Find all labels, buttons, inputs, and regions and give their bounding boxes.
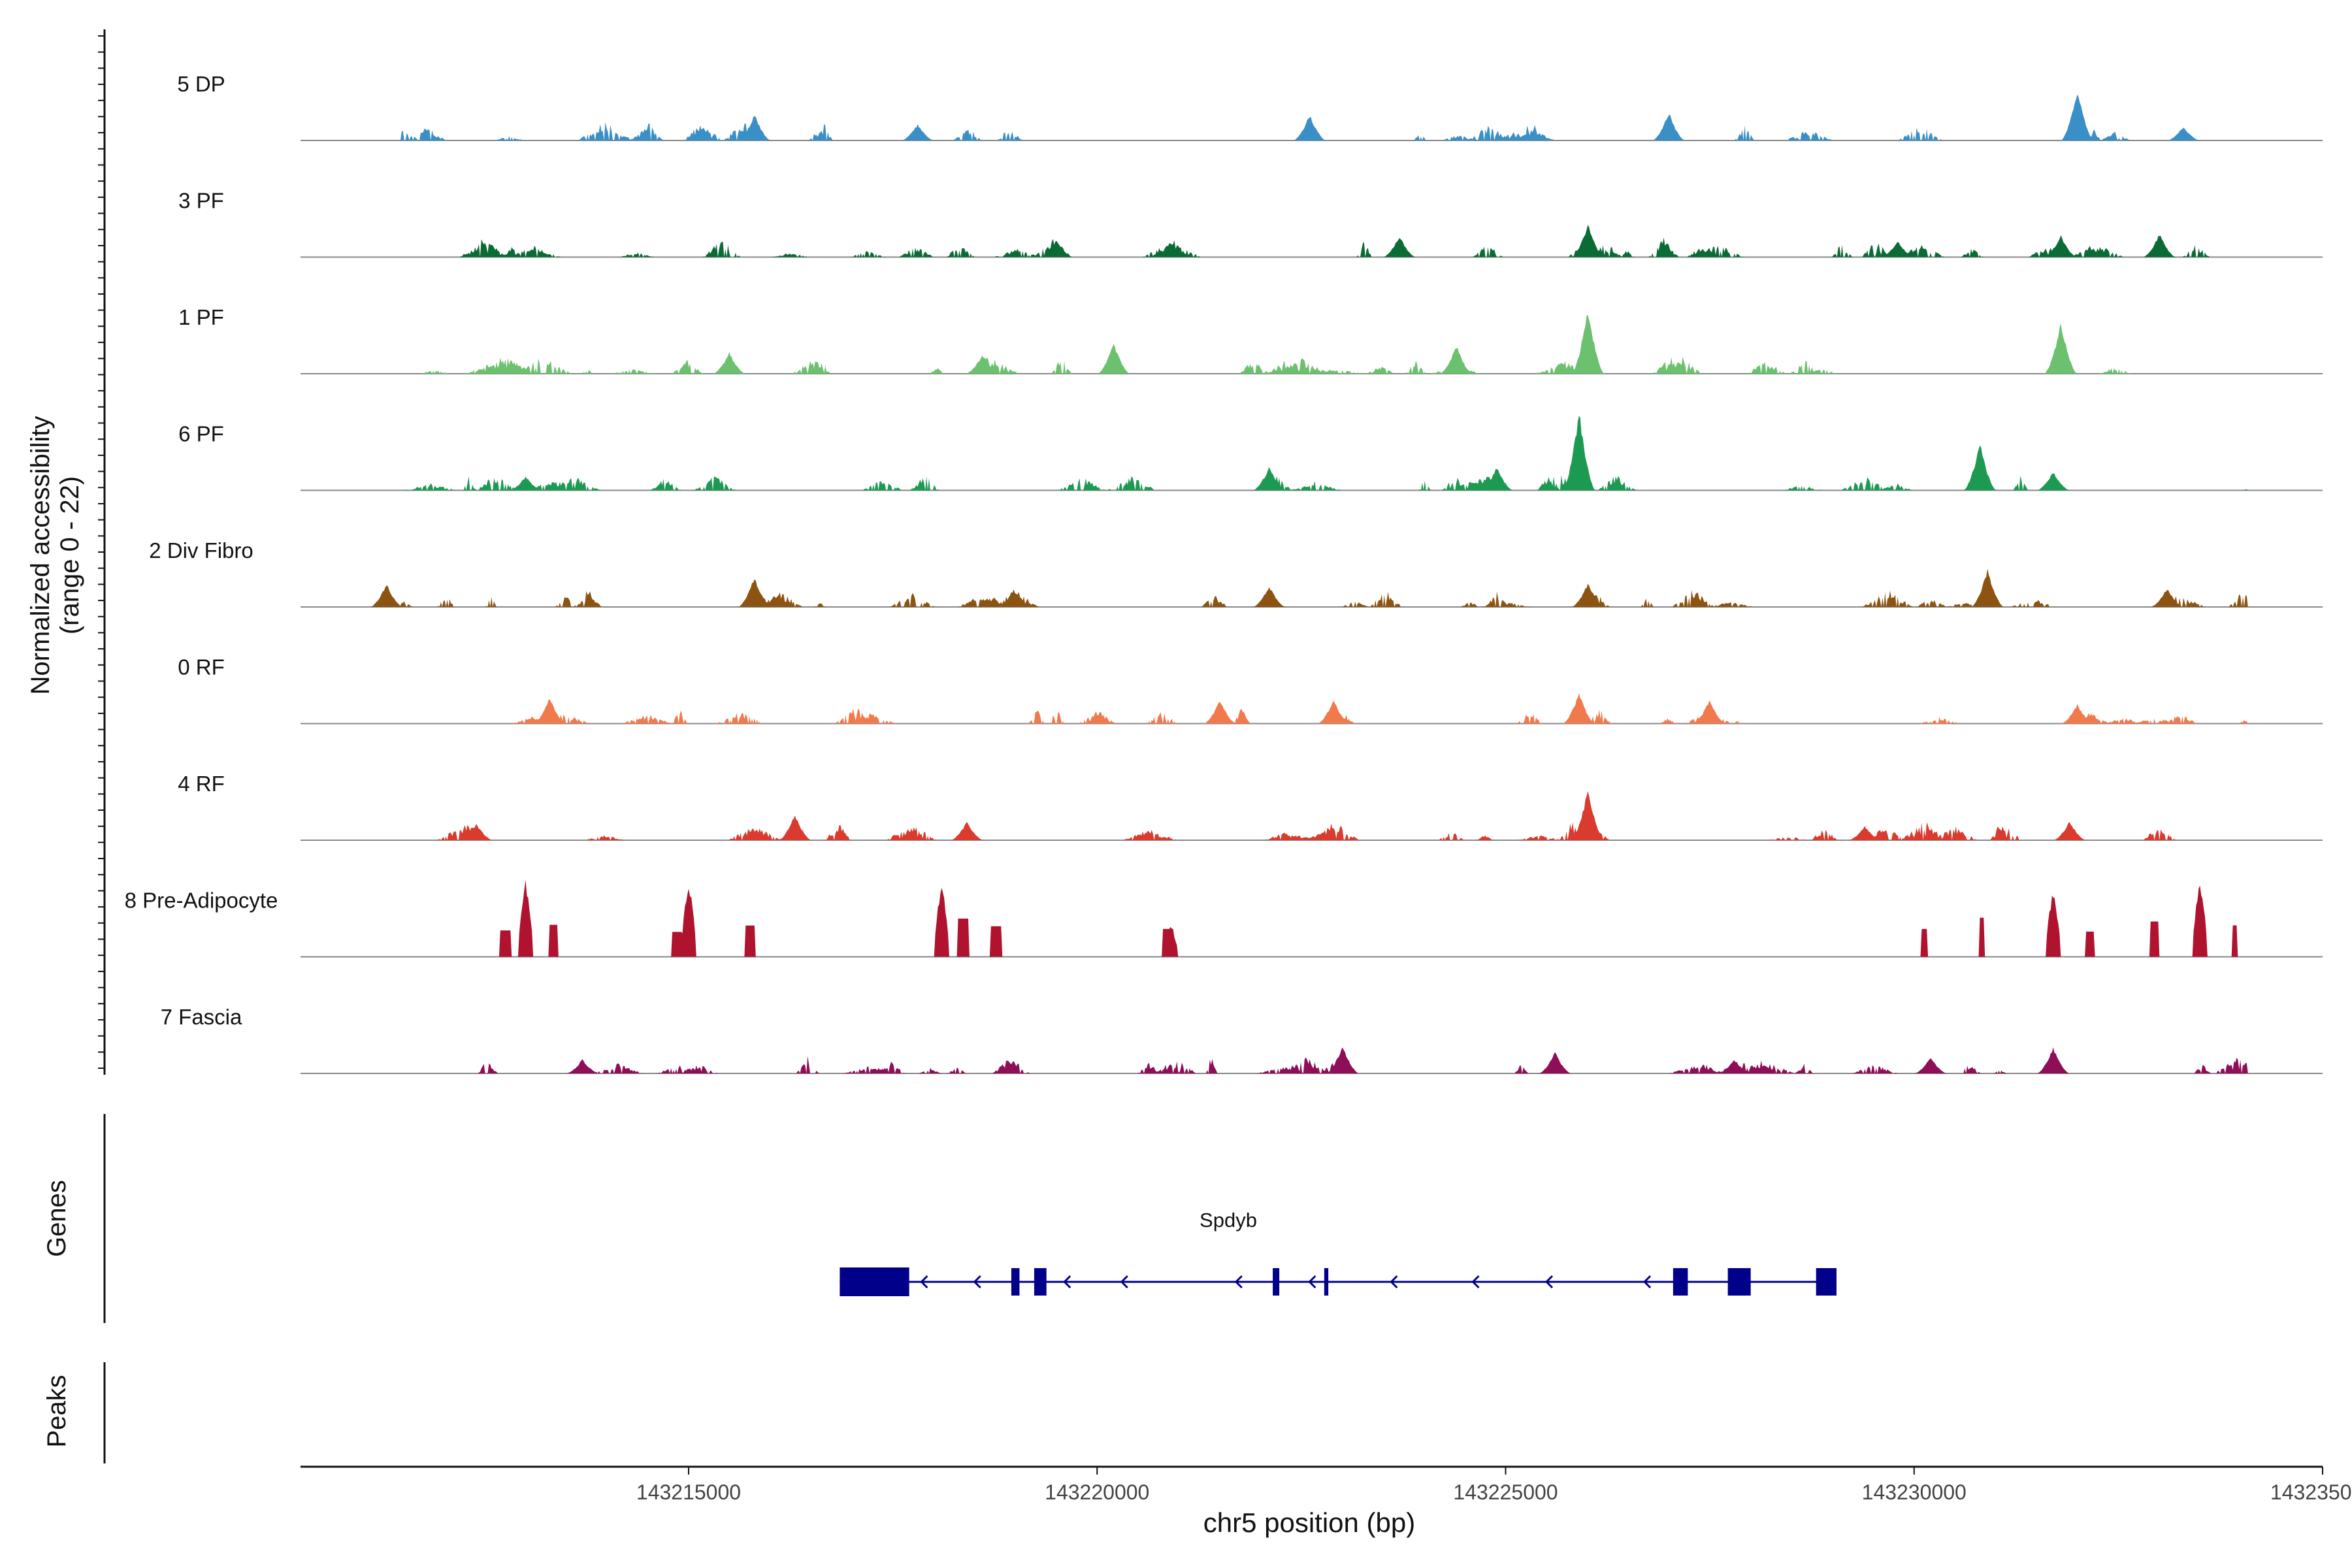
strand-arrow [1642,1275,1652,1289]
gene-model: Spdyb [840,1209,1837,1296]
track-label: 6 PF [178,422,224,446]
strand-arrow [1120,1275,1128,1289]
coverage-tracks: 5 DP 3 PF 1 PF 6 PF 2 Div Fibro 0 RF 4 RF 8 Pre… [125,72,2323,1074]
x-tick-label: 143235000 [2270,1480,2352,1504]
track-label: 1 PF [178,305,224,329]
coverage-area [301,693,2323,724]
gene-exon [1816,1268,1837,1296]
track-8-pre-adipocyte: 8 Pre-Adipocyte [125,879,2323,958]
gene-label: Spdyb [1200,1209,1257,1232]
track-5-dp: 5 DP [177,72,2323,141]
track-label: 5 DP [177,72,225,96]
coverage-area [301,1047,2323,1073]
coverage-area [301,314,2323,374]
coverage-area [301,94,2323,140]
gene-exon [1273,1268,1280,1296]
track-label: 3 PF [178,189,224,213]
strand-arrow [1544,1275,1554,1289]
track-6-pf: 6 PF [178,416,2323,491]
coverage-area [301,791,2323,840]
track-3-pf: 3 PF [178,189,2323,258]
gene-exon [1011,1268,1020,1296]
coverage-area [301,879,2323,957]
strand-arrow [1234,1275,1243,1289]
gene-exon [1324,1268,1329,1296]
track-label: 4 RF [178,772,225,796]
x-tick-label: 143215000 [636,1480,741,1504]
gene-exon [840,1267,909,1296]
strand-arrow [1390,1275,1398,1289]
coverage-area [301,225,2323,257]
coverage-area [301,416,2323,491]
track-label: 2 Div Fibro [149,538,253,563]
strand-arrow [920,1275,928,1289]
y-axis-range-label: (range 0 - 22) [56,476,84,634]
axes: 143215000 143220000 143225000 143230000 1432… [98,29,2352,1504]
track-1-pf: 1 PF [178,305,2323,374]
coverage-area [301,568,2323,607]
track-label: 8 Pre-Adipocyte [125,889,278,913]
track-label: 0 RF [178,655,225,679]
track-0-rf: 0 RF [178,655,2323,725]
track-label: 7 Fascia [161,1005,242,1029]
strand-arrow [1308,1275,1316,1289]
genes-panel-label: Genes [42,1180,71,1257]
x-tick-label: 143225000 [1453,1480,1558,1504]
strand-arrow [1471,1275,1480,1289]
gene-exon [1034,1268,1047,1296]
strand-arrow [973,1275,981,1289]
x-tick-label: 143230000 [1862,1480,1967,1504]
y-axis-label: Normalized accessibility [26,416,55,695]
track-2-div-fibro: 2 Div Fibro [149,538,2323,608]
x-tick-label: 143220000 [1045,1480,1149,1504]
track-4-rf: 4 RF [178,772,2323,841]
strand-arrow [1063,1275,1071,1289]
gene-exon [1673,1268,1688,1296]
gene-exon [1727,1268,1751,1296]
x-axis-label: chr5 position (bp) [1203,1507,1416,1538]
peaks-panel-label: Peaks [42,1375,71,1447]
track-7-fascia: 7 Fascia [161,1005,2323,1074]
